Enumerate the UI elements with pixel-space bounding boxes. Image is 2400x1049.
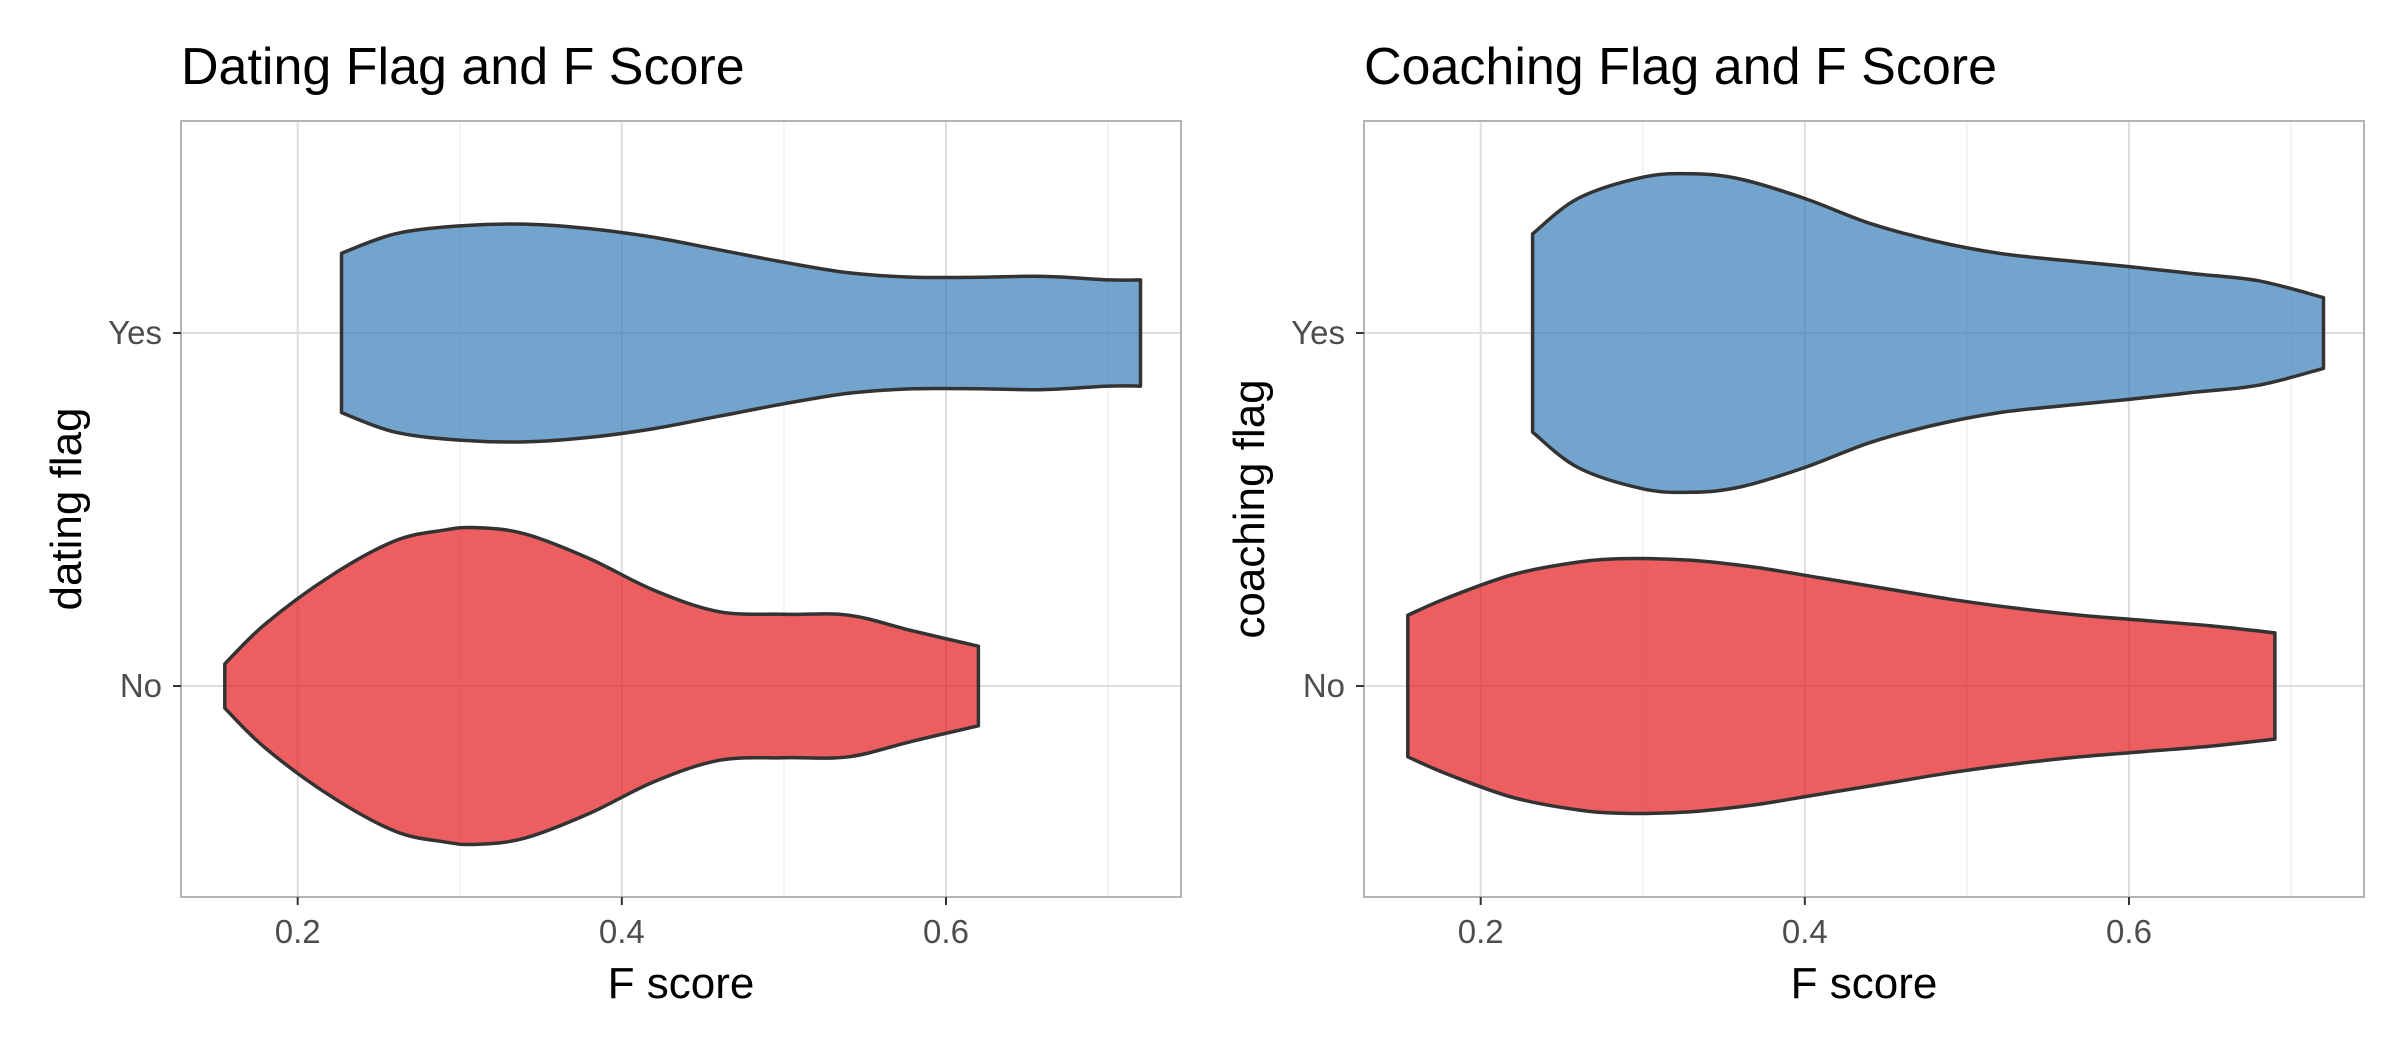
x-tick-labels: 0.2 0.4 0.6 (1458, 897, 2152, 950)
panel-title: Dating Flag and F Score (181, 38, 745, 96)
violin-no (1406, 556, 2277, 816)
violin-layer (223, 222, 1143, 847)
y-axis-title: coaching flag (1225, 379, 1274, 638)
violin-no (223, 525, 981, 847)
panel-border (1363, 120, 2365, 898)
panel-border (180, 120, 1182, 898)
violin-yes (1530, 171, 2326, 495)
y-tick-label: No (120, 667, 162, 704)
y-tick-labels: No Yes (1291, 314, 1364, 704)
x-tick-label: 0.2 (275, 913, 321, 950)
x-axis-title: F score (608, 959, 755, 1008)
y-tick-label: No (1303, 667, 1345, 704)
y-tick-labels: No Yes (108, 314, 181, 704)
x-tick-label: 0.4 (599, 913, 645, 950)
y-tick-label: Yes (108, 314, 162, 351)
y-tick-label: Yes (1291, 314, 1345, 351)
x-tick-label: 0.6 (923, 913, 969, 950)
violin-yes (339, 222, 1143, 444)
x-tick-label: 0.2 (1458, 913, 1504, 950)
x-axis-title: F score (1791, 959, 1938, 1008)
x-tick-labels: 0.2 0.4 0.6 (275, 897, 969, 950)
violin-layer (1406, 171, 2326, 816)
x-tick-label: 0.4 (1782, 913, 1828, 950)
x-tick-label: 0.6 (2106, 913, 2152, 950)
panel-title: Coaching Flag and F Score (1364, 38, 1997, 96)
y-axis-title: dating flag (42, 407, 91, 610)
